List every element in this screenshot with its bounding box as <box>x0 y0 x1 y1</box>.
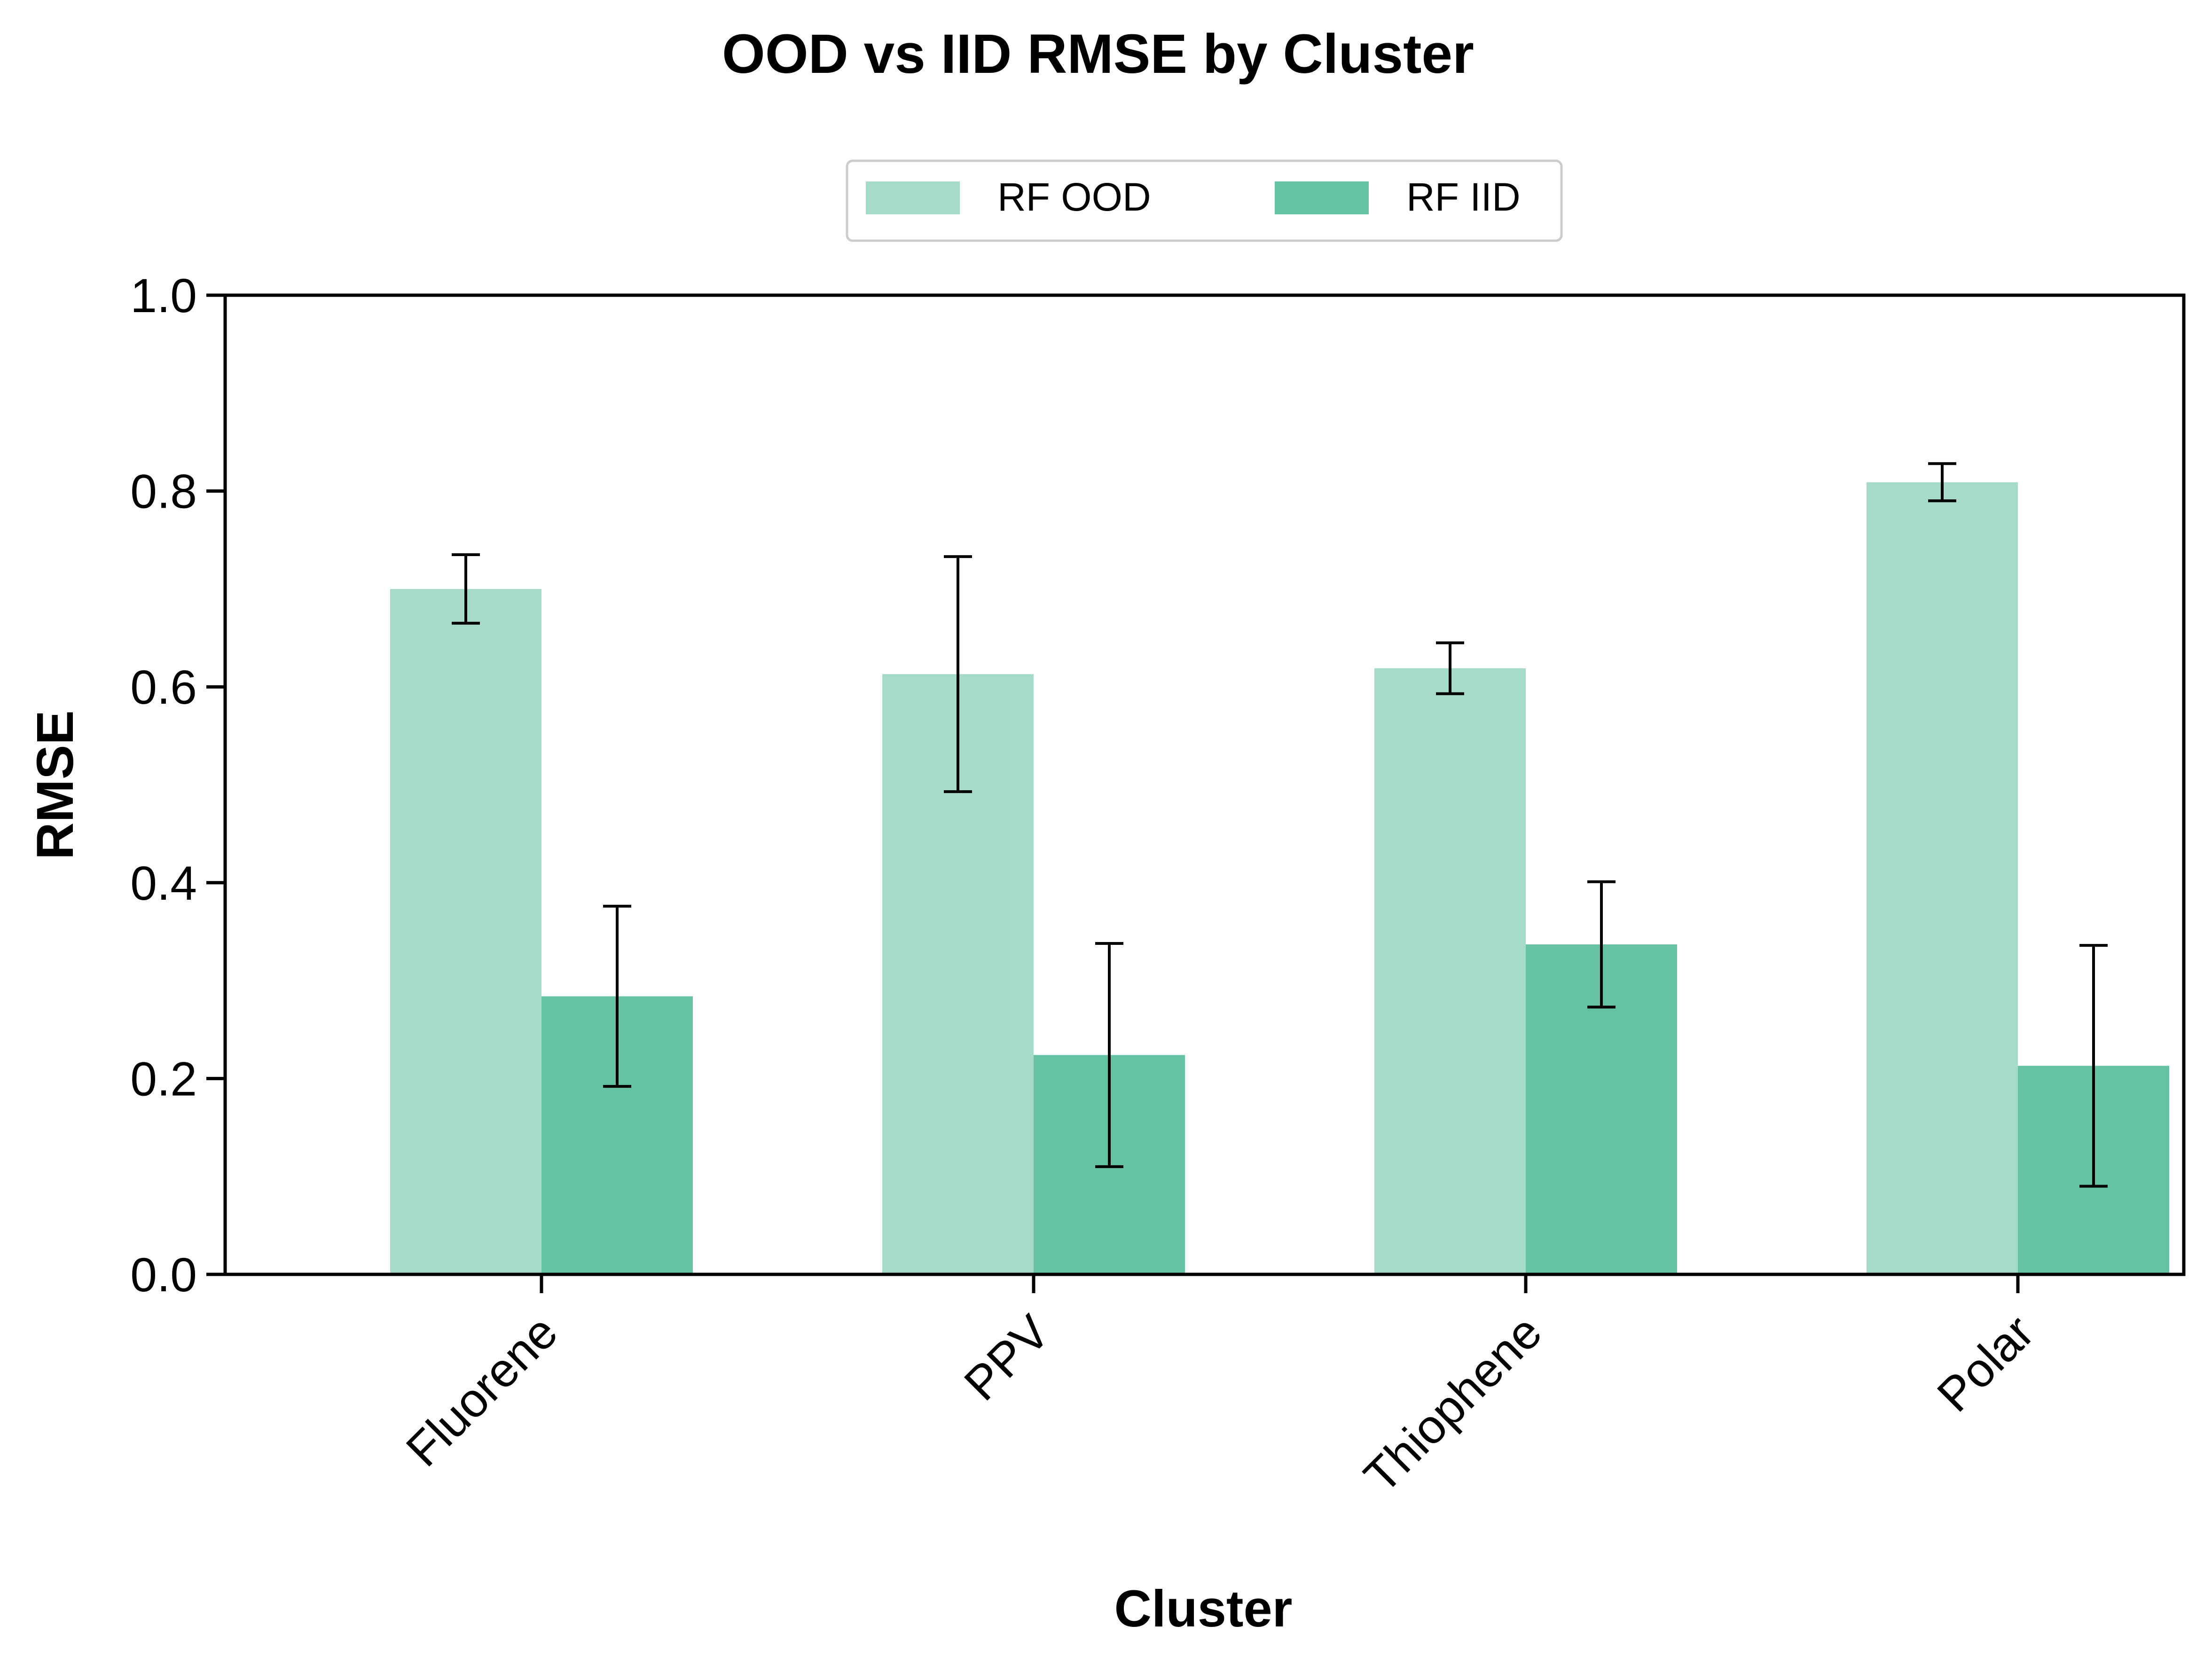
errorbars-layer <box>452 462 2108 1188</box>
errorbar-rf-iid-thiophene <box>1587 880 1616 1009</box>
legend-label-rf-iid: RF IID <box>1406 175 1521 219</box>
legend-swatch-rf-iid <box>1275 181 1369 214</box>
y-axis-title: RMSE <box>26 710 84 860</box>
y-tick-label-1-0: 1.0 <box>130 269 197 322</box>
errorbar-rf-ood-ppv <box>944 555 972 793</box>
plot-frame <box>223 293 2186 1276</box>
x-tick-label-thiophene: Thiophene <box>1354 1305 1552 1503</box>
y-tick-label-0-0: 0.0 <box>130 1248 197 1302</box>
bar-rf-ood-thiophene <box>1374 668 1526 1274</box>
legend-frame <box>846 159 1563 242</box>
errorbar-rf-iid-ppv <box>1095 942 1123 1168</box>
errorbar-rf-iid-polar <box>2079 944 2108 1188</box>
y-tick-label-0-8: 0.8 <box>130 465 197 518</box>
legend-label-rf-ood: RF OOD <box>997 175 1151 219</box>
x-axis-title: Cluster <box>1114 1580 1293 1638</box>
x-tick-label-fluorene: Fluorene <box>396 1305 567 1477</box>
x-tick-label-ppv: PPV <box>954 1305 1060 1411</box>
y-tick-label-0-4: 0.4 <box>130 856 197 910</box>
bar-rf-ood-fluorene <box>390 589 541 1274</box>
chart-title: OOD vs IID RMSE by Cluster <box>722 23 1474 85</box>
y-axis: 0.0 0.2 0.4 0.6 0.8 1.0 <box>130 269 225 1302</box>
y-tick-label-0-6: 0.6 <box>130 660 197 714</box>
errorbar-rf-ood-polar <box>1928 462 1956 503</box>
errorbar-rf-iid-fluorene <box>603 904 631 1088</box>
legend-swatch-rf-ood <box>866 181 960 214</box>
errorbar-rf-ood-fluorene <box>452 553 480 625</box>
errorbar-rf-ood-thiophene <box>1436 641 1464 695</box>
legend: RF OOD RF IID <box>846 159 1563 242</box>
y-tick-label-0-2: 0.2 <box>130 1052 197 1106</box>
bars-layer <box>390 482 2169 1274</box>
x-axis: Fluorene PPV Thiophene Polar <box>396 1274 2044 1503</box>
bar-rf-ood-polar <box>1867 482 2018 1274</box>
x-tick-label-polar: Polar <box>1927 1305 2044 1422</box>
